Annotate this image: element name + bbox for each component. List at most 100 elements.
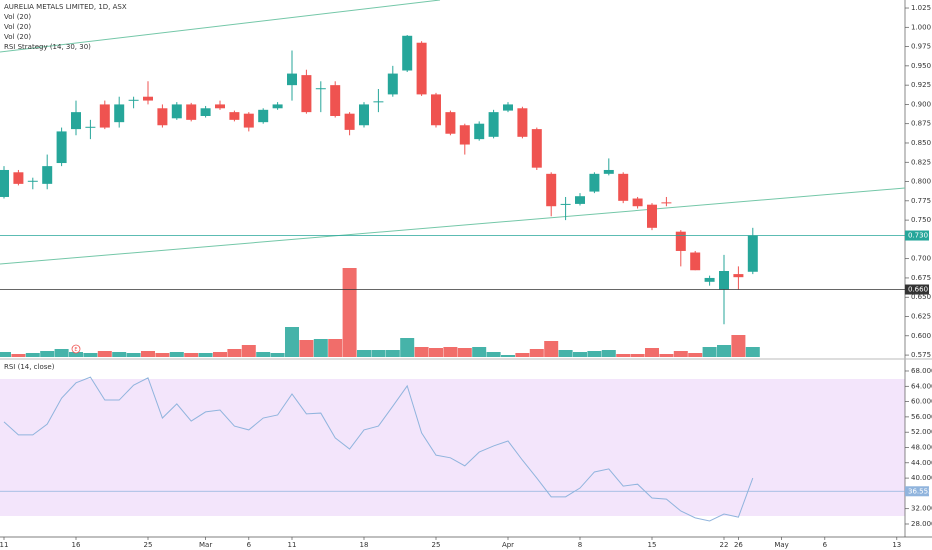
y-tick-label: 0.775 [911, 197, 931, 205]
candle-body [575, 196, 585, 204]
volume-bar [227, 349, 242, 357]
candle-body [560, 203, 571, 205]
volume-bar [141, 351, 155, 357]
x-tick-label: Mar [199, 541, 212, 549]
volume-bar [688, 353, 703, 357]
candle-body [531, 129, 542, 168]
candle-body [589, 173, 600, 192]
y-tick-label: 0.900 [911, 100, 931, 108]
candle-body [632, 198, 643, 207]
candle-body [661, 202, 672, 204]
volume-bar [69, 352, 83, 357]
volume-bar [371, 350, 386, 357]
rsi-band [0, 379, 905, 516]
y-tick-label: 1.000 [911, 23, 931, 31]
x-tick-label: May [774, 541, 788, 549]
candle-body [114, 104, 125, 123]
x-tick-label: 11 [0, 541, 8, 549]
x-tick-label: 25 [144, 541, 153, 549]
volume-bar [702, 347, 717, 357]
chart-title: AURELIA METALS LIMITED, 1D, ASX [4, 3, 127, 11]
volume-bar [25, 353, 40, 357]
candle-body [603, 169, 614, 174]
rsi-last-badge-label: 36.5520 [908, 487, 932, 495]
volume-bar [745, 347, 760, 357]
volume-bar [184, 353, 199, 357]
candle-body [128, 99, 139, 101]
candle-body [402, 35, 413, 71]
candle-body [488, 112, 499, 137]
candle-body [171, 104, 182, 119]
volume-bar [486, 352, 501, 357]
candle-body [387, 73, 398, 95]
volume-bar [501, 355, 515, 357]
earnings-label: E [74, 347, 77, 353]
candle-body [719, 271, 729, 290]
volume-bar [457, 348, 472, 357]
indicator-label: Vol (20) [4, 23, 31, 31]
x-tick-label: Apr [502, 541, 514, 549]
candle-body [704, 277, 715, 282]
y-tick-label: 0.575 [911, 351, 931, 359]
candle-body [445, 112, 456, 134]
candle-body [243, 113, 254, 128]
volume-bar [270, 353, 285, 357]
volume-bar [342, 268, 357, 357]
volume-bar [443, 347, 458, 357]
earnings-marker [71, 344, 81, 354]
rsi-line [3, 376, 754, 522]
volume-bar [573, 352, 587, 357]
y-tick-label: 0.750 [911, 216, 931, 224]
candle-body [517, 108, 528, 137]
candle-body [503, 104, 513, 111]
volume-bar [544, 341, 559, 357]
volume-bar [717, 345, 731, 357]
x-tick-label: 26 [734, 541, 743, 549]
candle-body [459, 125, 470, 145]
candle-body [56, 131, 67, 164]
candle-body [157, 108, 168, 126]
volume-bar [429, 348, 443, 357]
x-tick-label: 8 [578, 541, 582, 549]
x-tick-label: 25 [432, 541, 441, 549]
volume-bar [357, 350, 371, 357]
volume-bar [299, 340, 314, 357]
y-tick-label: 0.675 [911, 274, 931, 282]
candle-body [474, 123, 485, 140]
x-tick-label: 13 [892, 541, 901, 549]
candle-body [373, 101, 384, 103]
candle-body [186, 104, 197, 120]
candle-body [71, 112, 81, 130]
candle-body [27, 180, 38, 182]
indicator-label: RSI Strategy (14, 30, 30) [4, 43, 91, 51]
volume-bar [198, 353, 213, 357]
y-tick-label: 0.650 [911, 293, 931, 301]
volume-bar [155, 353, 170, 357]
y-tick-label: 1.025 [911, 4, 931, 12]
last-price-badge [905, 230, 929, 241]
volume-bar [54, 349, 69, 357]
volume-bar [0, 352, 11, 357]
y-tick-label: 0.950 [911, 62, 931, 70]
volume-bar [169, 352, 184, 357]
x-tick-label: 11 [288, 541, 297, 549]
candle-body [229, 112, 240, 120]
volume-bar [328, 339, 343, 357]
trend-line [0, 187, 906, 265]
volume-bar [529, 349, 544, 357]
last-price-badge-label: 0.730 [908, 232, 928, 240]
volume-bar [673, 351, 688, 357]
volume-bar [558, 350, 573, 357]
volume-bar [659, 354, 674, 357]
rsi-last-badge [905, 486, 929, 497]
volume-bar [256, 352, 271, 357]
candle-body [99, 104, 110, 128]
candle-body [747, 235, 758, 272]
candle-body [215, 104, 225, 109]
